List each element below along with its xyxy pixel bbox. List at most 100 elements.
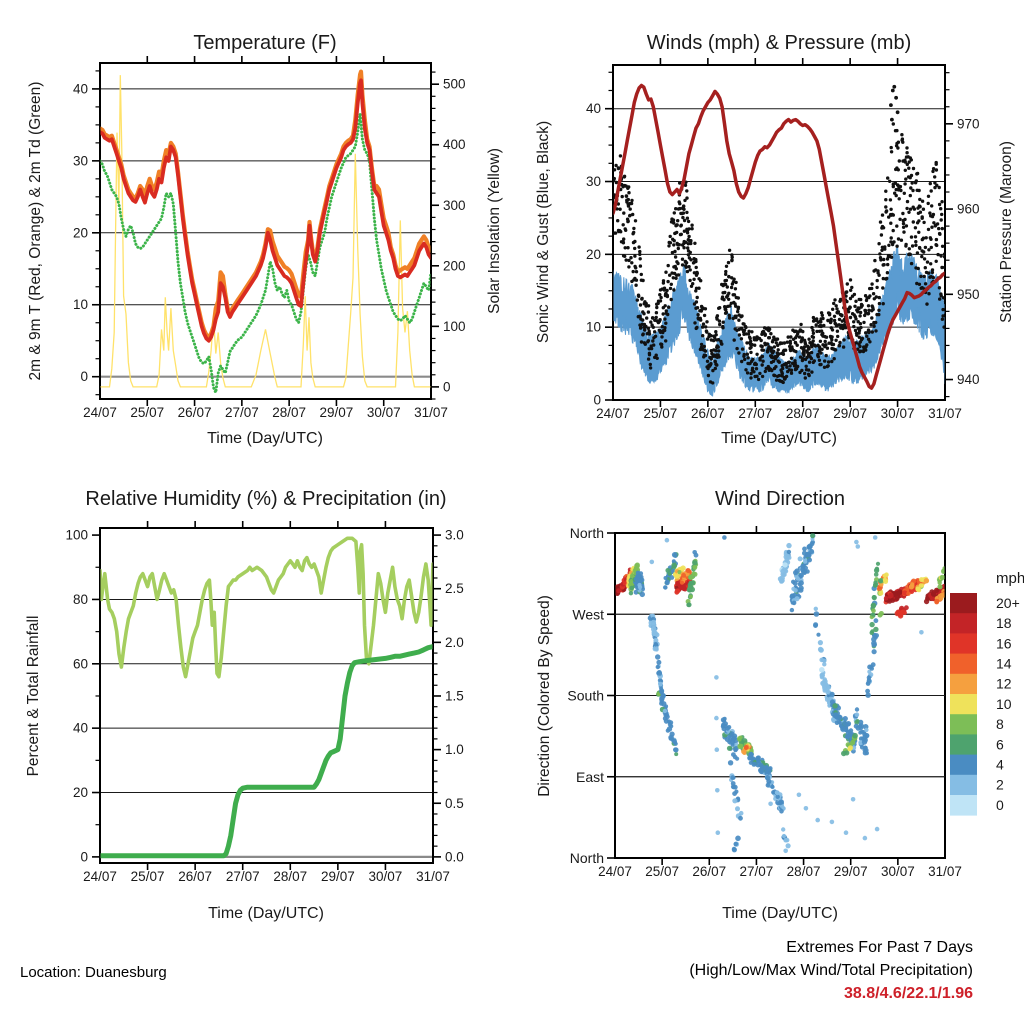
svg-text:20: 20 <box>73 785 88 800</box>
svg-text:29/07: 29/07 <box>833 406 867 421</box>
ylabel-temperature-left: 2m & 9m T (Red, Orange) & 2m Td (Green) <box>27 82 44 381</box>
svg-text:0: 0 <box>80 369 88 384</box>
extremes-values: 38.8/4.6/22.1/1.96 <box>844 985 973 1002</box>
panel-title-winds-pressure: Winds (mph) & Pressure (mb) <box>647 32 912 54</box>
panel-wind-direction: Wind Direction Direction (Colored By Spe… <box>536 488 1024 922</box>
svg-text:31/07: 31/07 <box>928 406 962 421</box>
svg-text:26/07: 26/07 <box>178 869 212 884</box>
svg-text:2.0: 2.0 <box>445 635 464 650</box>
svg-text:400: 400 <box>443 137 466 152</box>
svg-text:26/07: 26/07 <box>692 864 726 879</box>
svg-text:North: North <box>570 850 604 866</box>
svg-text:0: 0 <box>593 393 601 408</box>
svg-text:North: North <box>570 525 604 541</box>
svg-text:24/07: 24/07 <box>83 869 117 884</box>
panel-winds-pressure: Winds (mph) & Pressure (mb) Sonic Wind &… <box>535 32 1015 447</box>
wind-direction-dots <box>615 533 945 854</box>
xlabel-winds-pressure: Time (Day/UTC) <box>721 430 837 447</box>
svg-text:24/07: 24/07 <box>598 864 632 879</box>
svg-text:60: 60 <box>73 656 88 671</box>
plot-area-wind-direction: 24/07 25/07 26/07 27/07 28/07 29/07 30/07 31/07… <box>567 525 961 879</box>
svg-text:200: 200 <box>443 258 466 273</box>
svg-text:30: 30 <box>586 174 601 189</box>
svg-text:27/07: 27/07 <box>738 406 772 421</box>
svg-text:25/07: 25/07 <box>644 406 678 421</box>
svg-text:40: 40 <box>73 81 88 96</box>
svg-text:27/07: 27/07 <box>226 869 260 884</box>
svg-text:20+: 20+ <box>996 595 1020 611</box>
svg-text:16: 16 <box>996 635 1012 651</box>
svg-text:18: 18 <box>996 615 1012 631</box>
svg-text:6: 6 <box>996 736 1004 752</box>
svg-text:10: 10 <box>73 297 88 312</box>
svg-text:31/07: 31/07 <box>414 405 448 420</box>
svg-text:29/07: 29/07 <box>834 864 868 879</box>
speed-colorbar: mph 20+ 18 16 14 12 10 8 6 4 2 0 <box>950 570 1024 816</box>
pressure-line <box>613 83 945 390</box>
svg-text:500: 500 <box>443 77 466 92</box>
panel-temperature: Temperature (F) 2m & 9m T (Red, Orange) … <box>27 32 503 447</box>
svg-text:40: 40 <box>586 101 601 116</box>
svg-text:20: 20 <box>586 247 601 262</box>
svg-text:25/07: 25/07 <box>130 405 164 420</box>
svg-text:28/07: 28/07 <box>273 869 307 884</box>
svg-text:0: 0 <box>996 797 1004 813</box>
svg-text:30: 30 <box>73 153 88 168</box>
svg-text:0.0: 0.0 <box>445 849 464 864</box>
svg-text:970: 970 <box>957 116 980 131</box>
svg-text:2: 2 <box>996 777 1004 793</box>
svg-text:26/07: 26/07 <box>178 405 212 420</box>
svg-text:30/07: 30/07 <box>881 406 915 421</box>
sonic-wind-band <box>613 245 945 397</box>
colorbar-title: mph <box>996 570 1024 587</box>
ylabel-pressure-right: Station Pressure (Maroon) <box>998 141 1015 323</box>
svg-text:300: 300 <box>443 198 466 213</box>
extremes-title: Extremes For Past 7 Days <box>786 939 973 956</box>
svg-text:31/07: 31/07 <box>416 869 450 884</box>
svg-text:1.0: 1.0 <box>445 742 464 757</box>
svg-text:100: 100 <box>443 319 466 334</box>
svg-text:0: 0 <box>443 379 451 394</box>
station-info: Location: Duanesburg Station elevation: … <box>20 923 355 1024</box>
station-location: Location: Duanesburg <box>20 964 167 982</box>
total-rainfall-line <box>100 644 433 859</box>
xlabel-wind-direction: Time (Day/UTC) <box>722 905 838 922</box>
svg-text:24/07: 24/07 <box>596 406 630 421</box>
svg-text:27/07: 27/07 <box>225 405 259 420</box>
dewpoint-2m-line <box>100 112 431 394</box>
svg-text:0.5: 0.5 <box>445 796 464 811</box>
temp-9m-line <box>100 69 431 340</box>
relative-humidity-line <box>100 536 433 679</box>
svg-text:8: 8 <box>996 716 1004 732</box>
svg-text:28/07: 28/07 <box>787 864 821 879</box>
xlabel-humidity-precip: Time (Day/UTC) <box>208 905 324 922</box>
svg-text:25/07: 25/07 <box>131 869 165 884</box>
svg-text:3.0: 3.0 <box>445 528 464 543</box>
plot-area-humidity-precip: 24/07 25/07 26/07 27/07 28/07 29/07 30/07 31/07… <box>65 521 464 884</box>
plot-area-temperature: 24/07 25/07 26/07 27/07 28/07 29/07 30/07 31/07… <box>73 56 466 420</box>
svg-text:30/07: 30/07 <box>369 869 403 884</box>
svg-text:20: 20 <box>73 225 88 240</box>
ylabel-solar-right: Solar Insolation (Yellow) <box>486 148 503 314</box>
svg-text:West: West <box>572 606 604 622</box>
svg-text:26/07: 26/07 <box>691 406 725 421</box>
svg-text:South: South <box>567 688 604 704</box>
svg-text:4: 4 <box>996 757 1004 773</box>
svg-text:31/07: 31/07 <box>928 864 962 879</box>
svg-text:10: 10 <box>586 320 601 335</box>
svg-text:80: 80 <box>73 592 88 607</box>
svg-text:East: East <box>576 769 604 785</box>
svg-text:12: 12 <box>996 676 1012 692</box>
ylabel-percent-rainfall: Percent & Total Rainfall <box>25 616 42 777</box>
ylabel-wind-direction: Direction (Colored By Speed) <box>536 595 553 797</box>
svg-text:10: 10 <box>996 696 1012 712</box>
panel-humidity-precip: Relative Humidity (%) & Precipitation (i… <box>25 488 464 922</box>
svg-text:960: 960 <box>957 202 980 217</box>
svg-text:24/07: 24/07 <box>83 405 117 420</box>
plot-area-winds-pressure: 24/07 25/07 26/07 27/07 28/07 29/07 30/07 31/07… <box>586 58 980 421</box>
solar-insolation-line <box>100 75 431 388</box>
svg-text:2.5: 2.5 <box>445 581 464 596</box>
svg-text:1.5: 1.5 <box>445 688 464 703</box>
svg-text:0: 0 <box>80 849 88 864</box>
extremes-block: Extremes For Past 7 Days (High/Low/Max W… <box>689 936 973 1005</box>
